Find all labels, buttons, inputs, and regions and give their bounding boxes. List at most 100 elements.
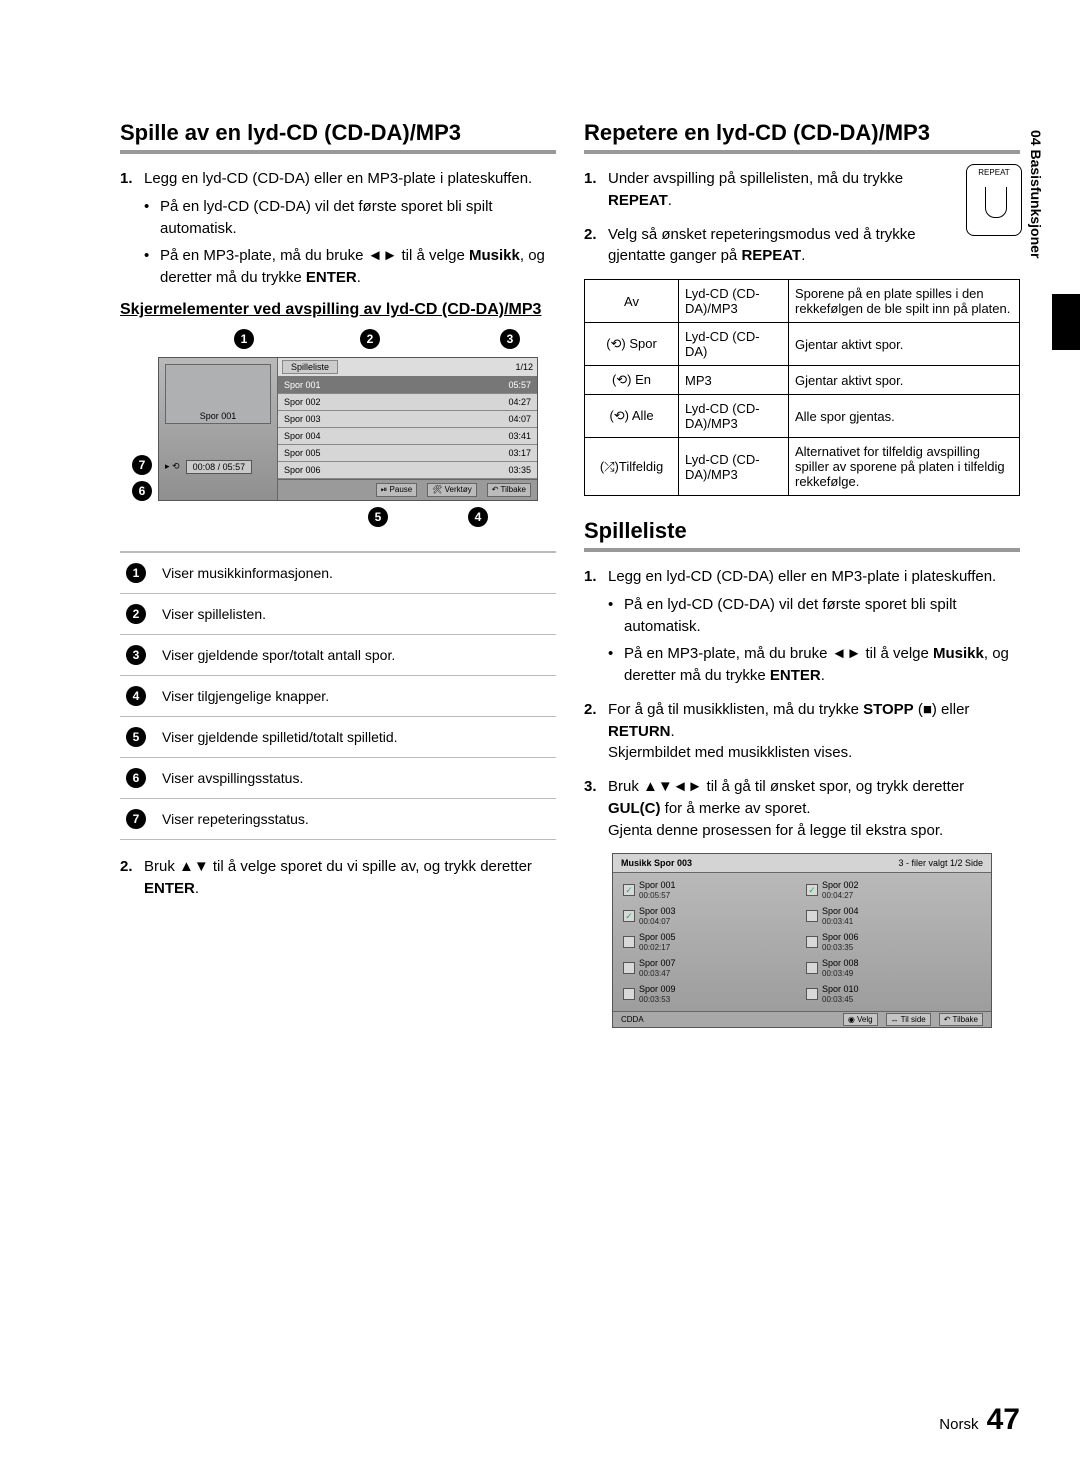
bullet: På en MP3-plate, må du bruke ◄► til å ve…: [608, 643, 1020, 687]
checkbox-icon: ✓: [806, 884, 818, 896]
music-list-status: 3 - filer valgt 1/2 Side: [898, 858, 983, 868]
checkbox-icon: [623, 988, 635, 1000]
marker-7: 7: [132, 455, 152, 475]
repeat-button-graphic: REPEAT: [966, 164, 1022, 236]
step-number: 2.: [584, 699, 597, 721]
player-foot-button: 🛠 Verktøy: [427, 483, 477, 497]
playlist-row: Spor 00503:17: [278, 445, 537, 462]
bullet: På en lyd-CD (CD-DA) vil det første spor…: [608, 594, 1020, 638]
playlist-row: Spor 00403:41: [278, 428, 537, 445]
step-number: 1.: [120, 168, 133, 190]
legend-text: Viser avspillingsstatus.: [162, 770, 303, 786]
step-number: 1.: [584, 566, 597, 588]
checkbox-icon: [623, 962, 635, 974]
legend-text: Viser repeteringsstatus.: [162, 811, 309, 827]
marker-5: 5: [368, 507, 388, 527]
footer-language: Norsk: [939, 1416, 978, 1433]
page-footer: Norsk 47: [939, 1403, 1020, 1437]
player-foot-button: ↶ Tilbake: [487, 483, 531, 497]
repeat-status-icon: ▸ ⟲: [165, 461, 180, 472]
music-list-item: Spor 00500:02:17: [619, 929, 802, 955]
repeat-step-1: 1. Under avspilling på spillelisten, må …: [584, 168, 956, 212]
music-list-foot-button: ↶ Tilbake: [939, 1013, 983, 1026]
table-row: AvLyd-CD (CD-DA)/MP3Sporene på en plate …: [585, 280, 1020, 323]
player-box: Spor 001 ▸ ⟲ 00:08 / 05:57 Spilleliste 1…: [158, 357, 538, 501]
checkbox-icon: [806, 910, 818, 922]
repeat-step-2: 2. Velg så ønsket repeteringsmodus ved å…: [584, 224, 956, 268]
legend-marker: 6: [126, 768, 146, 788]
legend-row: 6 Viser avspillingsstatus.: [120, 758, 556, 799]
legend-marker: 1: [126, 563, 146, 583]
marker-4: 4: [468, 507, 488, 527]
table-row: (⟲) AlleLyd-CD (CD-DA)/MP3Alle spor gjen…: [585, 395, 1020, 438]
legend-row: 2Viser spillelisten.: [120, 594, 556, 635]
checkbox-icon: ✓: [623, 884, 635, 896]
legend-marker: 4: [126, 686, 146, 706]
checkbox-icon: [806, 936, 818, 948]
legend-marker: 5: [126, 727, 146, 747]
heading-repeat: Repetere en lyd-CD (CD-DA)/MP3: [584, 120, 1020, 154]
checkbox-icon: ✓: [623, 910, 635, 922]
step-text: Legg en lyd-CD (CD-DA) eller en MP3-plat…: [144, 170, 532, 187]
music-list-item: Spor 01000:03:45: [802, 981, 985, 1007]
legend-text: Viser gjeldende spilletid/totalt spillet…: [162, 729, 398, 745]
playlist-row: Spor 00105:57: [278, 377, 537, 394]
player-time: 00:08 / 05:57: [186, 460, 253, 474]
music-list-item: Spor 00700:03:47: [619, 955, 802, 981]
playlist-tab: Spilleliste: [282, 360, 338, 374]
music-list-item: Spor 00800:03:49: [802, 955, 985, 981]
music-list-item: Spor 00900:03:53: [619, 981, 802, 1007]
legend-marker: 7: [126, 809, 146, 829]
player-diagram: 1 2 3 7 6 Spor 001 ▸ ⟲ 00:08 / 05:57: [138, 329, 538, 537]
bullet: På en MP3-plate, må du bruke ◄► til å ve…: [144, 245, 556, 289]
track-counter: 1/12: [515, 362, 533, 372]
playlist-step-3: 3. Bruk ▲▼◄► til å gå til ønsket spor, o…: [584, 776, 1020, 841]
music-list-diagram: Musikk Spor 003 3 - filer valgt 1/2 Side…: [612, 853, 992, 1028]
chapter-tab: 04 Basisfunksjoner: [1028, 130, 1044, 258]
right-column: Repetere en lyd-CD (CD-DA)/MP3 REPEAT 1.…: [584, 120, 1020, 1028]
page-number: 47: [987, 1403, 1020, 1436]
music-list-item: ✓Spor 00300:04:07: [619, 903, 802, 929]
playlist-row: Spor 00603:35: [278, 462, 537, 479]
marker-6: 6: [132, 481, 152, 501]
heading-playlist: Spilleliste: [584, 518, 1020, 552]
side-black-box: [1052, 294, 1080, 350]
heading-play-cd: Spille av en lyd-CD (CD-DA)/MP3: [120, 120, 556, 154]
step-number: 2.: [584, 224, 597, 246]
music-list-item: ✓Spor 00100:05:57: [619, 877, 802, 903]
music-list-item: ✓Spor 00200:04:27: [802, 877, 985, 903]
music-list-item: Spor 00400:03:41: [802, 903, 985, 929]
checkbox-icon: [623, 936, 635, 948]
checkbox-icon: [806, 988, 818, 1000]
playlist-row: Spor 00204:27: [278, 394, 537, 411]
legend-text: Viser tilgjengelige knapper.: [162, 688, 329, 704]
step-number: 3.: [584, 776, 597, 798]
marker-3: 3: [500, 329, 520, 349]
music-list-title: Musikk Spor 003: [621, 858, 692, 868]
table-row: (⤮)TilfeldigLyd-CD (CD-DA)/MP3Alternativ…: [585, 438, 1020, 496]
legend-marker: 2: [126, 604, 146, 624]
legend-row: 5 Viser gjeldende spilletid/totalt spille…: [120, 717, 556, 758]
legend-text: Viser musikkinformasjonen.: [162, 565, 333, 581]
table-row: (⟲) SporLyd-CD (CD-DA)Gjentar aktivt spo…: [585, 323, 1020, 366]
legend-table: 1 Viser musikkinformasjonen. 2Viser spille…: [120, 551, 556, 840]
legend-row: 3Viser gjeldende spor/totalt antall spor…: [120, 635, 556, 676]
playlist-step-1: 1. Legg en lyd-CD (CD-DA) eller en MP3-p…: [584, 566, 1020, 687]
play-step-1: 1. Legg en lyd-CD (CD-DA) eller en MP3-p…: [120, 168, 556, 289]
playlist-row: Spor 00304:07: [278, 411, 537, 428]
subheading-screen-elements: Skjermelementer ved avspilling av lyd-CD…: [120, 301, 556, 319]
step-number: 1.: [584, 168, 597, 190]
legend-marker: 3: [126, 645, 146, 665]
music-list-foot-button: ↔ Til side: [886, 1013, 931, 1026]
player-info-panel: Spor 001: [165, 364, 271, 424]
legend-row: 1 Viser musikkinformasjonen.: [120, 553, 556, 594]
music-list-item: Spor 00600:03:35: [802, 929, 985, 955]
music-list-source: CDDA: [621, 1015, 644, 1024]
playlist-step-2: 2. For å gå til musikklisten, må du tryk…: [584, 699, 1020, 764]
step-number: 2.: [120, 856, 133, 878]
player-foot-button: ⏯ Pause: [376, 483, 417, 497]
marker-1: 1: [234, 329, 254, 349]
table-row: (⟲) EnMP3Gjentar aktivt spor.: [585, 366, 1020, 395]
marker-2: 2: [360, 329, 380, 349]
repeat-modes-table: AvLyd-CD (CD-DA)/MP3Sporene på en plate …: [584, 279, 1020, 496]
